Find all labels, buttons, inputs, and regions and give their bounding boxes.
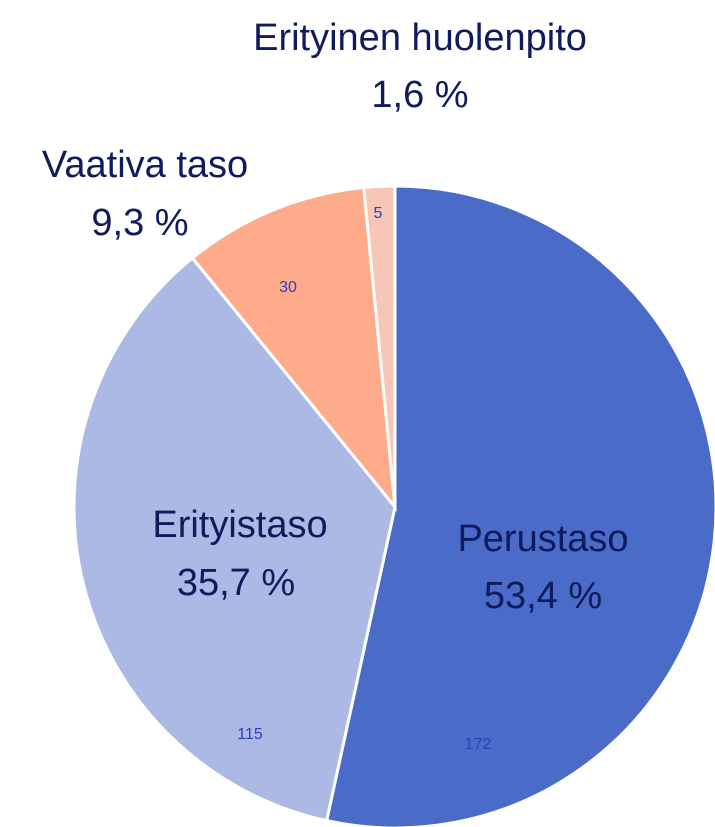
slice-count: 172 [465, 736, 492, 753]
pie-slice [72, 255, 397, 823]
pie-slice [362, 184, 397, 508]
slice-share: 9,3 % [91, 202, 188, 244]
slice-share: 1,6 % [371, 74, 468, 116]
slice-share: 53,4 % [484, 575, 602, 617]
slice-name: Perustaso [457, 518, 628, 560]
slice-count: 115 [237, 726, 263, 743]
slice-name: Vaativa taso [42, 144, 248, 186]
slice-count: 5 [374, 205, 383, 222]
pie-slice [324, 184, 715, 827]
slice-name: Erityistaso [152, 504, 327, 546]
slice-share: 35,7 % [177, 562, 295, 604]
pie-slice [190, 185, 397, 512]
slice-count: 30 [279, 279, 297, 296]
slice-name: Erityinen huolenpito [253, 17, 587, 59]
